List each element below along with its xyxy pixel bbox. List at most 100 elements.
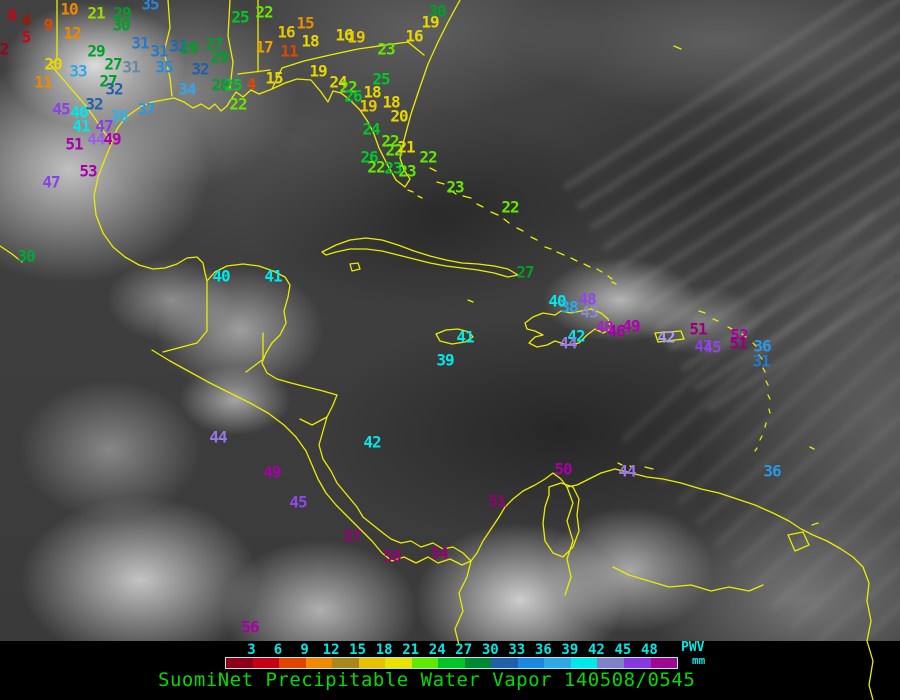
- station-pwv-value: 42: [363, 432, 381, 452]
- station-pwv-value: 24: [329, 72, 347, 92]
- station-pwv-value: 38: [560, 297, 578, 317]
- station-pwv-value: 31: [131, 33, 149, 53]
- colorbar-tick-label: 6: [273, 642, 283, 658]
- station-pwv-value: 45: [703, 337, 721, 357]
- station-pwv-value: 41: [456, 327, 474, 347]
- station-pwv-value: 34: [178, 79, 196, 99]
- borders-south-america: [454, 482, 764, 646]
- station-pwv-value: 23: [446, 177, 464, 197]
- station-pwv-value: 11: [34, 72, 52, 92]
- colorbar-segment: [438, 658, 465, 668]
- colorbar-segment: [623, 658, 651, 668]
- station-pwv-value: 29: [87, 41, 105, 61]
- station-pwv-value: 47: [694, 336, 712, 356]
- station-pwv-value: 2: [0, 39, 9, 59]
- station-pwv-value: 19: [347, 27, 365, 47]
- station-pwv-value: 27: [205, 34, 223, 54]
- station-pwv-value: 19: [309, 61, 327, 81]
- station-pwv-value: 17: [255, 37, 273, 57]
- colorbar-unit-label: PWV: [681, 640, 705, 655]
- station-pwv-value: 29: [180, 38, 198, 58]
- colorbar-tick-label: 45: [614, 642, 632, 658]
- station-pwv-value: 26: [360, 147, 378, 167]
- station-pwv-value: 12: [63, 23, 81, 43]
- station-pwv-value: 30: [428, 1, 446, 21]
- colorbar-tick-label: 48: [641, 642, 658, 658]
- colorbar-segment: [570, 658, 598, 668]
- station-pwv-value: 22: [367, 157, 385, 177]
- station-pwv-value: 41: [72, 116, 90, 136]
- station-pwv-value: 53: [79, 161, 97, 181]
- station-pwv-value: 27: [99, 71, 117, 91]
- station-pwv-value: 20: [44, 54, 62, 74]
- colorbar-tick-label: 18: [375, 642, 393, 658]
- station-pwv-value: 32: [85, 94, 103, 114]
- station-pwv-value: 28: [211, 75, 229, 95]
- colorbar-segment: [252, 658, 280, 668]
- station-pwv-value: 35: [141, 0, 159, 14]
- colorbar-tick-label: 3: [247, 642, 256, 658]
- station-pwv-value: 4: [246, 74, 257, 94]
- colorbar-segment: [279, 658, 306, 668]
- station-pwv-value: 32: [105, 79, 123, 99]
- colorbar-segment: [597, 658, 624, 668]
- colorbar-segment: [332, 658, 359, 668]
- colorbar-segment: [358, 658, 386, 668]
- coastline-central-america: [151, 280, 472, 566]
- station-pwv-value: 47: [42, 172, 60, 192]
- station-pwv-value: 4: [21, 10, 32, 30]
- border-lines-us: [0, 0, 425, 263]
- station-pwv-value: 33: [69, 61, 87, 81]
- station-pwv-value: 35: [155, 57, 173, 77]
- station-pwv-value: 49: [263, 462, 281, 482]
- station-pwv-value: 48: [578, 289, 596, 309]
- colorbar-segment: [305, 658, 333, 668]
- station-pwv-value: 18: [363, 82, 381, 102]
- colorbar-tick-label: 36: [534, 642, 552, 658]
- station-pwv-value: 22: [501, 197, 519, 217]
- station-pwv-value: 38: [110, 106, 128, 126]
- station-pwv-value: 23: [398, 161, 416, 181]
- station-pwv-value: 23: [384, 158, 402, 178]
- station-pwv-value: 21: [397, 137, 415, 157]
- station-pwv-value: 22: [255, 2, 273, 22]
- colorbar-tick-label: 27: [455, 642, 473, 658]
- coastline-greater-antilles: [435, 308, 685, 348]
- station-pwv-value: 26: [344, 86, 362, 106]
- station-pwv-value: 42: [567, 326, 585, 346]
- station-pwv-value: 41: [264, 266, 282, 286]
- station-pwv-value: 37: [137, 99, 155, 119]
- station-pwv-value: 51: [488, 491, 506, 511]
- legend-black-band: [0, 641, 900, 700]
- station-pwv-value: 56: [241, 617, 259, 637]
- pwv-colorbar: [225, 657, 678, 669]
- station-pwv-value: 30: [112, 15, 130, 35]
- colorbar-segment: [385, 658, 412, 668]
- station-pwv-value: 49: [622, 316, 640, 336]
- station-pwv-value: 23: [377, 39, 395, 59]
- station-pwv-value: 57: [343, 526, 361, 546]
- station-pwv-value: 15: [265, 68, 283, 88]
- station-pwv-value: 22: [385, 140, 403, 160]
- station-pwv-value: 22: [419, 147, 437, 167]
- station-pwv-value: 31: [150, 41, 168, 61]
- station-pwv-value: 27: [104, 54, 122, 74]
- station-pwv-value: 39: [436, 350, 454, 370]
- colorbar-tick-label: 42: [587, 642, 605, 658]
- station-pwv-value: 25: [224, 75, 242, 95]
- station-pwv-value: 19: [421, 12, 439, 32]
- station-pwv-value: 22: [339, 77, 357, 97]
- station-pwv-value: 44: [87, 129, 105, 149]
- station-pwv-value: 40: [548, 291, 566, 311]
- station-pwv-value: 10: [60, 0, 78, 19]
- station-pwv-value: 31: [122, 57, 140, 77]
- station-pwv-value: 40: [212, 266, 230, 286]
- station-pwv-value: 11: [280, 41, 298, 61]
- station-pwv-value: 54: [430, 543, 448, 563]
- colorbar-tick-label: 24: [428, 642, 446, 658]
- station-pwv-value: 44: [559, 333, 577, 353]
- station-pwv-value: 40: [70, 102, 88, 122]
- station-pwv-value: 22: [229, 94, 247, 114]
- station-pwv-value: 21: [87, 3, 105, 23]
- station-pwv-value: 29: [210, 47, 228, 67]
